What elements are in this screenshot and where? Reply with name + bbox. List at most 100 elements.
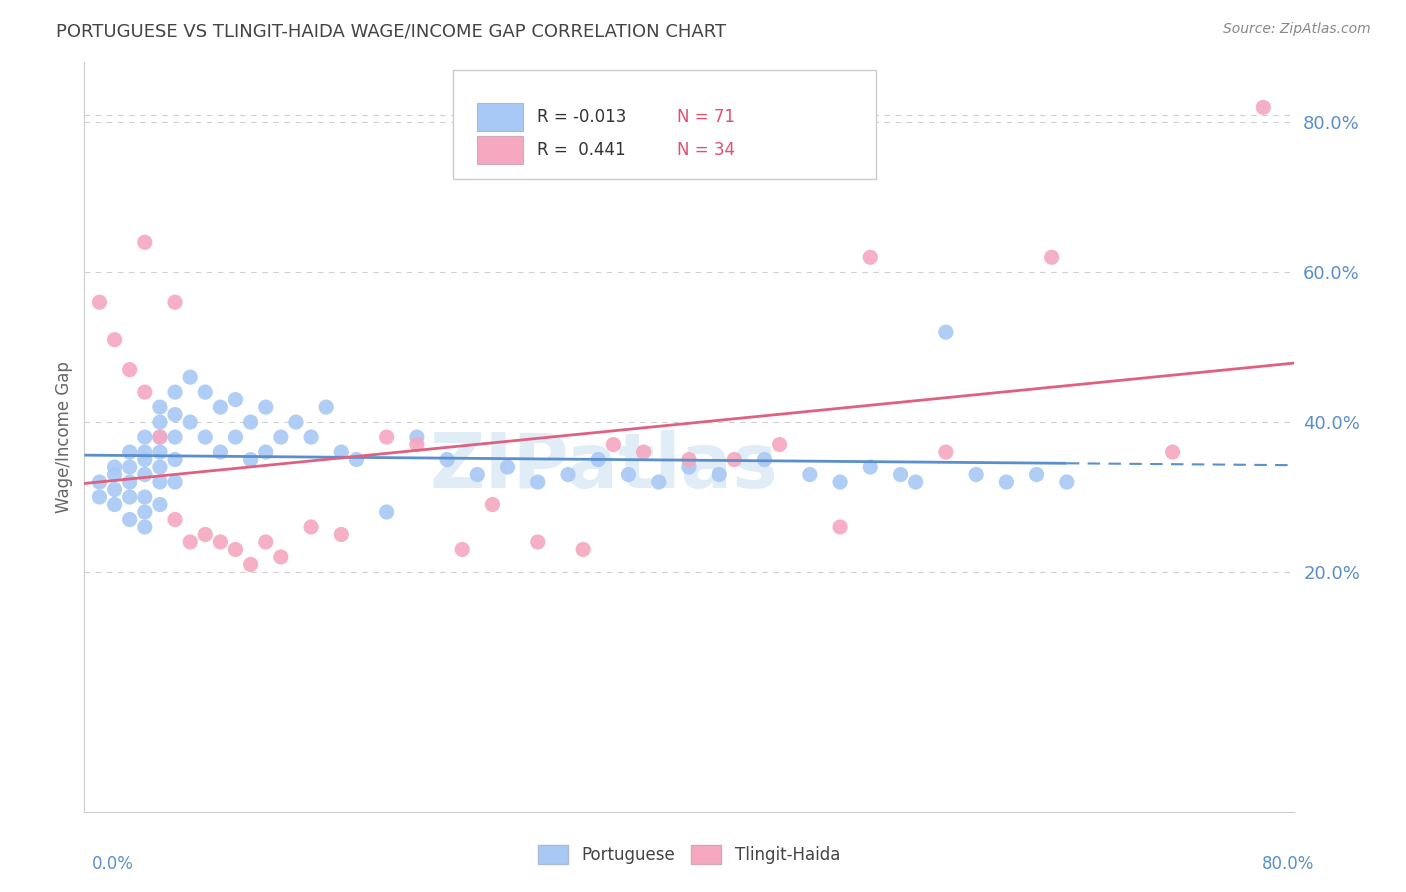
Point	[239, 452, 262, 467]
Text: N = 71: N = 71	[676, 108, 735, 126]
Point	[179, 415, 201, 429]
Point	[118, 460, 141, 475]
Point	[149, 445, 172, 459]
Point	[149, 475, 172, 489]
Text: Source: ZipAtlas.com: Source: ZipAtlas.com	[1223, 22, 1371, 37]
Point	[134, 452, 156, 467]
Point	[134, 520, 156, 534]
Point	[134, 385, 156, 400]
Point	[648, 475, 671, 489]
Point	[270, 430, 292, 444]
Y-axis label: Wage/Income Gap: Wage/Income Gap	[55, 361, 73, 513]
Point	[406, 437, 429, 451]
Text: PORTUGUESE VS TLINGIT-HAIDA WAGE/INCOME GAP CORRELATION CHART: PORTUGUESE VS TLINGIT-HAIDA WAGE/INCOME …	[56, 22, 727, 40]
Point	[149, 415, 172, 429]
Point	[299, 430, 322, 444]
Point	[633, 445, 655, 459]
Point	[165, 475, 187, 489]
Point	[194, 430, 217, 444]
Point	[134, 505, 156, 519]
Point	[859, 250, 882, 264]
Point	[330, 527, 353, 541]
Text: 0.0%: 0.0%	[91, 855, 134, 872]
Point	[134, 467, 156, 482]
Point	[104, 460, 127, 475]
Point	[890, 467, 912, 482]
Point	[588, 452, 610, 467]
Point	[118, 445, 141, 459]
Point	[330, 445, 353, 459]
Point	[179, 370, 201, 384]
Point	[165, 430, 187, 444]
Point	[104, 467, 127, 482]
Point	[557, 467, 579, 482]
Point	[104, 483, 127, 497]
Point	[209, 400, 232, 414]
Point	[678, 460, 700, 475]
FancyBboxPatch shape	[478, 136, 523, 164]
Point	[165, 512, 187, 526]
Point	[799, 467, 821, 482]
Point	[754, 452, 776, 467]
Point	[179, 535, 201, 549]
Point	[89, 295, 111, 310]
Point	[709, 467, 731, 482]
Point	[299, 520, 322, 534]
Point	[723, 452, 745, 467]
Point	[375, 505, 398, 519]
Point	[118, 512, 141, 526]
Point	[254, 535, 277, 549]
Point	[89, 490, 111, 504]
Point	[165, 385, 187, 400]
Point	[165, 295, 187, 310]
Point	[118, 490, 141, 504]
Point	[965, 467, 987, 482]
Point	[451, 542, 474, 557]
Point	[165, 452, 187, 467]
Point	[254, 400, 277, 414]
Point	[678, 452, 700, 467]
Point	[104, 498, 127, 512]
Point	[496, 460, 519, 475]
FancyBboxPatch shape	[478, 103, 523, 131]
Point	[165, 408, 187, 422]
Point	[602, 437, 624, 451]
Point	[769, 437, 792, 451]
Point	[225, 392, 247, 407]
Point	[149, 400, 172, 414]
Point	[527, 475, 550, 489]
Point	[935, 445, 957, 459]
Point	[285, 415, 308, 429]
Point	[104, 333, 127, 347]
Text: R =  0.441: R = 0.441	[537, 141, 626, 159]
Point	[904, 475, 927, 489]
Point	[209, 445, 232, 459]
Point	[239, 558, 262, 572]
Point	[1253, 100, 1275, 114]
Point	[572, 542, 595, 557]
Point	[995, 475, 1018, 489]
Point	[194, 527, 217, 541]
Point	[134, 490, 156, 504]
Text: N = 34: N = 34	[676, 141, 735, 159]
Point	[149, 460, 172, 475]
Point	[346, 452, 368, 467]
Point	[1056, 475, 1078, 489]
Point	[375, 430, 398, 444]
Point	[617, 467, 640, 482]
Text: R = -0.013: R = -0.013	[537, 108, 626, 126]
Point	[149, 498, 172, 512]
Point	[89, 475, 111, 489]
Point	[1040, 250, 1063, 264]
Point	[315, 400, 337, 414]
Legend: Portuguese, Tlingit-Haida: Portuguese, Tlingit-Haida	[531, 838, 846, 871]
Point	[134, 445, 156, 459]
Point	[436, 452, 458, 467]
Point	[830, 520, 852, 534]
Point	[467, 467, 489, 482]
Text: 80.0%: 80.0%	[1263, 855, 1315, 872]
Point	[1025, 467, 1047, 482]
Point	[225, 430, 247, 444]
Point	[527, 535, 550, 549]
Point	[225, 542, 247, 557]
